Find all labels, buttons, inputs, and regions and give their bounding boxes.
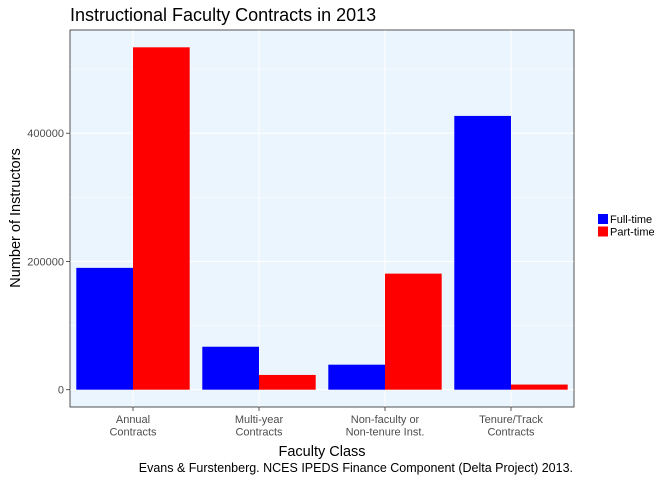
x-tick-label-line: Multi-year: [235, 414, 284, 426]
panel-border: [69, 29, 575, 408]
y-tick-label: 400000: [27, 128, 64, 140]
legend-label-part-time: Part-time: [610, 227, 655, 239]
bar-part-time-3: [385, 273, 442, 390]
y-axis-label: Number of Instructors: [8, 148, 24, 287]
bar-full-time-2: [202, 346, 259, 390]
bar-full-time-1: [76, 267, 133, 390]
y-tick-label: 200000: [27, 256, 64, 268]
y-tick-label: 0: [58, 385, 64, 397]
x-tick-label: Annual Contracts: [109, 414, 157, 439]
caption: Evans & Furstenberg. NCES IPEDS Finance …: [139, 461, 573, 475]
bar-part-time-1: [133, 47, 190, 390]
x-tick-label-line: Non-faculty or: [351, 414, 420, 426]
bar-part-time-4: [511, 384, 568, 390]
x-tick-label-line: Non-tenure Inst.: [346, 427, 425, 439]
y-axis: 0 200000 400000: [27, 128, 70, 397]
x-tick-label: Tenure/Track Contracts: [479, 414, 543, 439]
bars: [76, 47, 568, 390]
chart-title: Instructional Faculty Contracts in 2013: [70, 5, 376, 25]
bar-part-time-2: [259, 374, 316, 390]
x-axis-label: Faculty Class: [278, 444, 365, 460]
x-tick-label: Non-faculty or Non-tenure Inst.: [346, 414, 425, 439]
bar-full-time-4: [454, 115, 511, 390]
x-tick-label-line: Tenure/Track: [479, 414, 543, 426]
legend-label-full-time: Full-time: [610, 214, 652, 226]
legend-key-part-time: [598, 226, 608, 237]
x-tick-label: Multi-year Contracts: [235, 414, 284, 439]
bar-full-time-3: [328, 364, 385, 390]
x-tick-label-line: Contracts: [109, 427, 157, 439]
x-tick-label-line: Contracts: [487, 427, 535, 439]
legend-key-full-time: [598, 214, 608, 224]
x-tick-label-line: Annual: [116, 414, 150, 426]
x-tick-label-line: Contracts: [235, 427, 283, 439]
